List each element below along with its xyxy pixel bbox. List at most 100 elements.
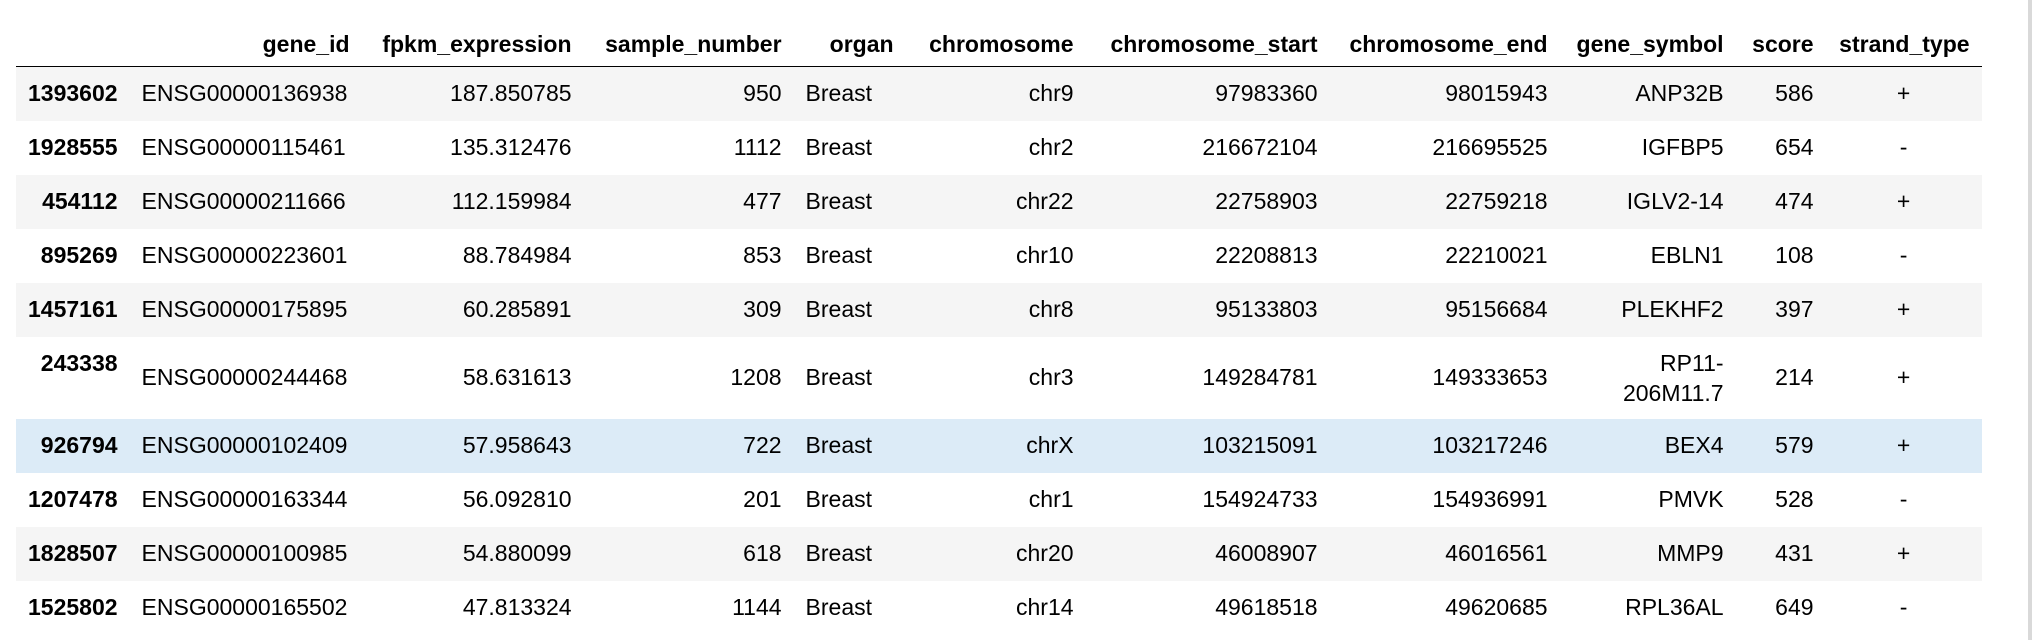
cell-score: 108 bbox=[1775, 242, 1814, 268]
cell-strand-type: - bbox=[1899, 594, 1908, 620]
cell-score: 654 bbox=[1775, 134, 1814, 160]
scroll-edge bbox=[2028, 0, 2032, 640]
cell-fpkm-expression: 187.850785 bbox=[450, 80, 572, 107]
table-row: 1457161 ENSG00000175895 60.285891 309 Br… bbox=[16, 282, 1982, 337]
row-index: 1457161 bbox=[28, 295, 118, 322]
cell-organ: Breast bbox=[805, 188, 873, 214]
cell-gene-symbol: MMP9 bbox=[1657, 540, 1724, 566]
cell-fpkm-expression: 88.784984 bbox=[462, 242, 572, 268]
cell-gene-id: ENSG00000136938 bbox=[141, 80, 348, 107]
row-index: 926794 bbox=[40, 431, 118, 458]
cell-chromosome: chr20 bbox=[1016, 540, 1074, 566]
cell-gene-symbol: RPL36AL bbox=[1625, 594, 1724, 620]
cell-organ: Breast bbox=[805, 432, 873, 458]
cell-chromosome-start: 216672104 bbox=[1202, 134, 1318, 160]
cell-sample-number: 477 bbox=[743, 188, 782, 214]
cell-chromosome-end: 22759218 bbox=[1445, 188, 1548, 214]
cell-gene-symbol: PLEKHF2 bbox=[1621, 296, 1724, 322]
col-header-gene-id: gene_id bbox=[129, 12, 362, 67]
cell-gene-symbol: IGFBP5 bbox=[1641, 134, 1724, 160]
cell-gene-symbol: PMVK bbox=[1658, 486, 1724, 512]
cell-chromosome: chr9 bbox=[1028, 80, 1074, 107]
col-header-strand-type: strand_type bbox=[1825, 12, 1982, 67]
cell-gene-symbol: EBLN1 bbox=[1650, 242, 1724, 268]
cell-fpkm-expression: 47.813324 bbox=[462, 594, 572, 620]
cell-gene-id: ENSG00000211666 bbox=[141, 188, 346, 214]
header-row: gene_id fpkm_expression sample_number or… bbox=[16, 12, 1982, 67]
cell-score: 397 bbox=[1775, 296, 1814, 322]
cell-chromosome-start: 103215091 bbox=[1202, 432, 1318, 458]
gene-symbol-line-1: RP11- bbox=[1660, 349, 1724, 376]
table-row: 454112 ENSG00000211666 112.159984 477 Br… bbox=[16, 174, 1982, 229]
table-row-hovered: 926794 ENSG00000102409 57.958643 722 Bre… bbox=[16, 418, 1982, 473]
cell-chromosome-start: 22758903 bbox=[1215, 188, 1318, 214]
cell-score: 214 bbox=[1775, 364, 1814, 390]
cell-gene-id: ENSG00000244468 bbox=[141, 364, 348, 390]
cell-gene-symbol: IGLV2-14 bbox=[1626, 188, 1724, 214]
table-row: 1393602 ENSG00000136938 187.850785 950 B… bbox=[16, 66, 1982, 121]
cell-score: 474 bbox=[1775, 188, 1814, 214]
table-row: 1525802 ENSG00000165502 47.813324 1144 B… bbox=[16, 580, 1982, 635]
cell-score: 528 bbox=[1775, 486, 1814, 512]
cell-strand-type: + bbox=[1896, 80, 1911, 107]
cell-chromosome: chr14 bbox=[1016, 594, 1074, 620]
cell-organ: Breast bbox=[805, 242, 873, 268]
cell-chromosome-end: 149333653 bbox=[1432, 364, 1548, 390]
cell-chromosome: chr8 bbox=[1028, 296, 1074, 322]
table-row: 1207478 ENSG00000163344 56.092810 201 Br… bbox=[16, 472, 1982, 527]
cell-score: 431 bbox=[1775, 540, 1814, 566]
cell-gene-id: ENSG00000115461 bbox=[141, 134, 346, 160]
col-header-score: score bbox=[1735, 12, 1826, 67]
cell-chromosome: chr22 bbox=[1016, 188, 1074, 214]
cell-fpkm-expression: 112.159984 bbox=[451, 188, 572, 214]
cell-organ: Breast bbox=[805, 364, 873, 390]
cell-chromosome-start: 46008907 bbox=[1215, 540, 1318, 566]
cell-organ: Breast bbox=[805, 594, 873, 620]
cell-chromosome: chrX bbox=[1026, 432, 1074, 458]
col-header-sample-number: sample_number bbox=[583, 12, 794, 67]
cell-chromosome: chr1 bbox=[1028, 486, 1074, 512]
cell-fpkm-expression: 57.958643 bbox=[462, 432, 572, 458]
cell-gene-id: ENSG00000165502 bbox=[141, 594, 348, 620]
cell-sample-number: 309 bbox=[743, 296, 782, 322]
cell-fpkm-expression: 60.285891 bbox=[462, 296, 572, 322]
cell-organ: Breast bbox=[805, 486, 873, 512]
col-header-organ: organ bbox=[793, 12, 906, 67]
row-index: 243338 bbox=[40, 349, 118, 376]
cell-sample-number: 1112 bbox=[733, 134, 782, 160]
cell-chromosome: chr2 bbox=[1028, 134, 1074, 160]
row-index: 1928555 bbox=[28, 133, 118, 160]
row-index: 454112 bbox=[42, 187, 118, 214]
cell-gene-id: ENSG00000100985 bbox=[141, 540, 348, 566]
cell-strand-type: + bbox=[1896, 188, 1911, 214]
cell-chromosome-end: 103217246 bbox=[1432, 432, 1548, 458]
cell-fpkm-expression: 58.631613 bbox=[462, 364, 572, 390]
col-header-chromosome: chromosome bbox=[905, 12, 1086, 67]
col-header-fpkm-expression: fpkm_expression bbox=[361, 12, 584, 67]
table-row: 243338 ENSG00000244468 58.631613 1208 Br… bbox=[16, 336, 1982, 419]
cell-strand-type: - bbox=[1899, 134, 1908, 160]
row-index: 895269 bbox=[40, 241, 118, 268]
row-index: 1525802 bbox=[28, 593, 118, 620]
cell-chromosome-start: 97983360 bbox=[1215, 80, 1318, 107]
row-index: 1207478 bbox=[28, 485, 118, 512]
cell-strand-type: + bbox=[1896, 296, 1911, 322]
col-header-gene-symbol: gene_symbol bbox=[1559, 12, 1736, 67]
cell-gene-symbol: ANP32B bbox=[1635, 80, 1724, 107]
cell-chromosome-start: 49618518 bbox=[1215, 594, 1318, 620]
row-index: 1828507 bbox=[28, 539, 118, 566]
cell-gene-id: ENSG00000223601 bbox=[141, 242, 348, 268]
cell-gene-symbol: RP11- 206M11.7 bbox=[1560, 337, 1736, 419]
table-row: 1828507 ENSG00000100985 54.880099 618 Br… bbox=[16, 526, 1982, 581]
cell-strand-type: - bbox=[1899, 242, 1908, 268]
cell-fpkm-expression: 56.092810 bbox=[462, 486, 572, 512]
cell-strand-type: + bbox=[1896, 540, 1911, 566]
cell-sample-number: 853 bbox=[743, 242, 782, 268]
cell-strand-type: + bbox=[1896, 364, 1911, 390]
cell-sample-number: 722 bbox=[743, 432, 782, 458]
cell-chromosome-end: 49620685 bbox=[1445, 594, 1548, 620]
cell-gene-id: ENSG00000175895 bbox=[141, 296, 348, 322]
cell-sample-number: 1144 bbox=[732, 594, 782, 620]
cell-fpkm-expression: 54.880099 bbox=[462, 540, 572, 566]
